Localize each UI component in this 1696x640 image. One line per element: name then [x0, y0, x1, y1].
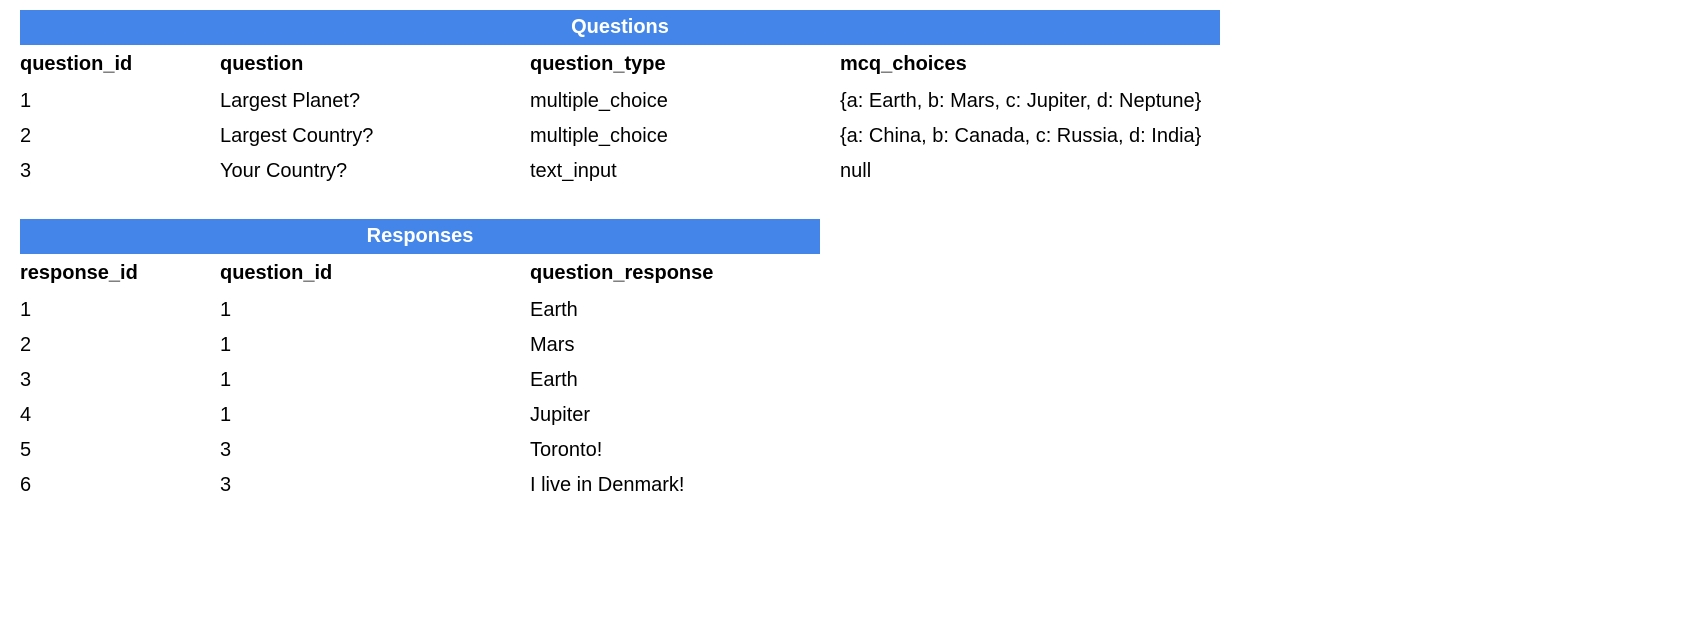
questions-cell-question-id: 2 — [20, 119, 220, 154]
responses-cell-question-id: 3 — [220, 433, 530, 468]
questions-col-header-question-id: question_id — [20, 45, 220, 84]
responses-cell-response-id: 3 — [20, 363, 220, 398]
responses-col-header-question-response: question_response — [530, 254, 840, 293]
questions-table-title: Questions — [20, 10, 1220, 45]
table-row: 2 1 Mars — [20, 328, 840, 363]
table-row: 3 Your Country? text_input null — [20, 154, 1240, 189]
table-row: 1 1 Earth — [20, 293, 840, 328]
questions-cell-question: Your Country? — [220, 154, 530, 189]
questions-cell-mcq-choices: {a: Earth, b: Mars, c: Jupiter, d: Neptu… — [840, 84, 1240, 119]
responses-cell-question-response: Earth — [530, 293, 840, 328]
questions-cell-question: Largest Country? — [220, 119, 530, 154]
questions-col-header-question-type: question_type — [530, 45, 840, 84]
responses-cell-response-id: 6 — [20, 468, 220, 503]
questions-cell-question: Largest Planet? — [220, 84, 530, 119]
responses-cell-question-response: Earth — [530, 363, 840, 398]
responses-cell-question-id: 1 — [220, 328, 530, 363]
responses-cell-question-id: 1 — [220, 293, 530, 328]
responses-cell-question-response: I live in Denmark! — [530, 468, 840, 503]
responses-cell-response-id: 5 — [20, 433, 220, 468]
responses-cell-question-response: Toronto! — [530, 433, 840, 468]
responses-table-container: Responses response_id question_id questi… — [20, 219, 1676, 503]
responses-cell-question-id: 1 — [220, 398, 530, 433]
questions-cell-question-id: 1 — [20, 84, 220, 119]
questions-table: question_id question question_type mcq_c… — [20, 45, 1240, 189]
responses-cell-response-id: 1 — [20, 293, 220, 328]
responses-table: response_id question_id question_respons… — [20, 254, 840, 503]
responses-cell-question-response: Jupiter — [530, 398, 840, 433]
questions-cell-mcq-choices: {a: China, b: Canada, c: Russia, d: Indi… — [840, 119, 1240, 154]
responses-table-title: Responses — [20, 219, 820, 254]
questions-col-header-mcq-choices: mcq_choices — [840, 45, 1240, 84]
questions-cell-question-type: multiple_choice — [530, 119, 840, 154]
responses-cell-response-id: 4 — [20, 398, 220, 433]
questions-cell-mcq-choices: null — [840, 154, 1240, 189]
responses-cell-question-response: Mars — [530, 328, 840, 363]
responses-cell-question-id: 1 — [220, 363, 530, 398]
table-row: 2 Largest Country? multiple_choice {a: C… — [20, 119, 1240, 154]
questions-cell-question-type: multiple_choice — [530, 84, 840, 119]
responses-header-row: response_id question_id question_respons… — [20, 254, 840, 293]
questions-cell-question-id: 3 — [20, 154, 220, 189]
responses-col-header-response-id: response_id — [20, 254, 220, 293]
table-row: 3 1 Earth — [20, 363, 840, 398]
questions-header-row: question_id question question_type mcq_c… — [20, 45, 1240, 84]
responses-col-header-question-id: question_id — [220, 254, 530, 293]
questions-table-container: Questions question_id question question_… — [20, 10, 1676, 189]
questions-cell-question-type: text_input — [530, 154, 840, 189]
table-row: 6 3 I live in Denmark! — [20, 468, 840, 503]
responses-cell-response-id: 2 — [20, 328, 220, 363]
questions-col-header-question: question — [220, 45, 530, 84]
responses-cell-question-id: 3 — [220, 468, 530, 503]
table-row: 4 1 Jupiter — [20, 398, 840, 433]
table-row: 1 Largest Planet? multiple_choice {a: Ea… — [20, 84, 1240, 119]
table-row: 5 3 Toronto! — [20, 433, 840, 468]
